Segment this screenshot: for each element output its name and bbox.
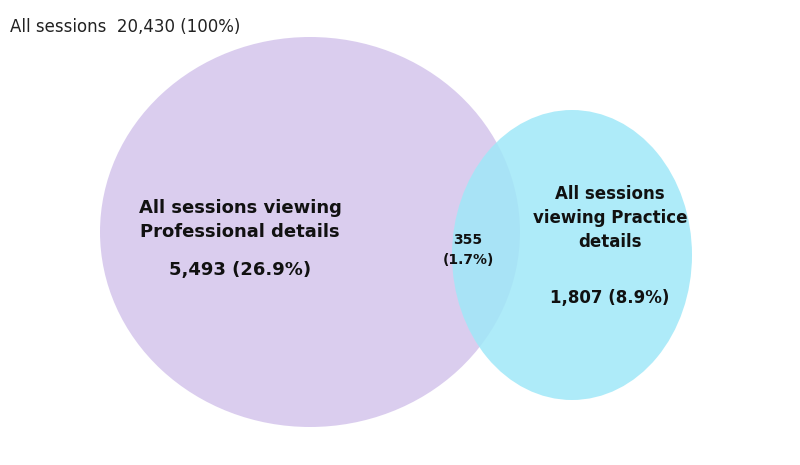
Text: 5,493 (26.9%): 5,493 (26.9%): [169, 261, 311, 279]
Text: All sessions viewing
Professional details: All sessions viewing Professional detail…: [138, 199, 342, 241]
Text: 1,807 (8.9%): 1,807 (8.9%): [550, 289, 670, 307]
Text: All sessions  20,430 (100%): All sessions 20,430 (100%): [10, 18, 240, 36]
Text: All sessions
viewing Practice
details: All sessions viewing Practice details: [533, 186, 687, 251]
Ellipse shape: [100, 37, 520, 427]
Ellipse shape: [452, 110, 692, 400]
Text: 355: 355: [454, 233, 482, 247]
Text: (1.7%): (1.7%): [442, 253, 494, 267]
